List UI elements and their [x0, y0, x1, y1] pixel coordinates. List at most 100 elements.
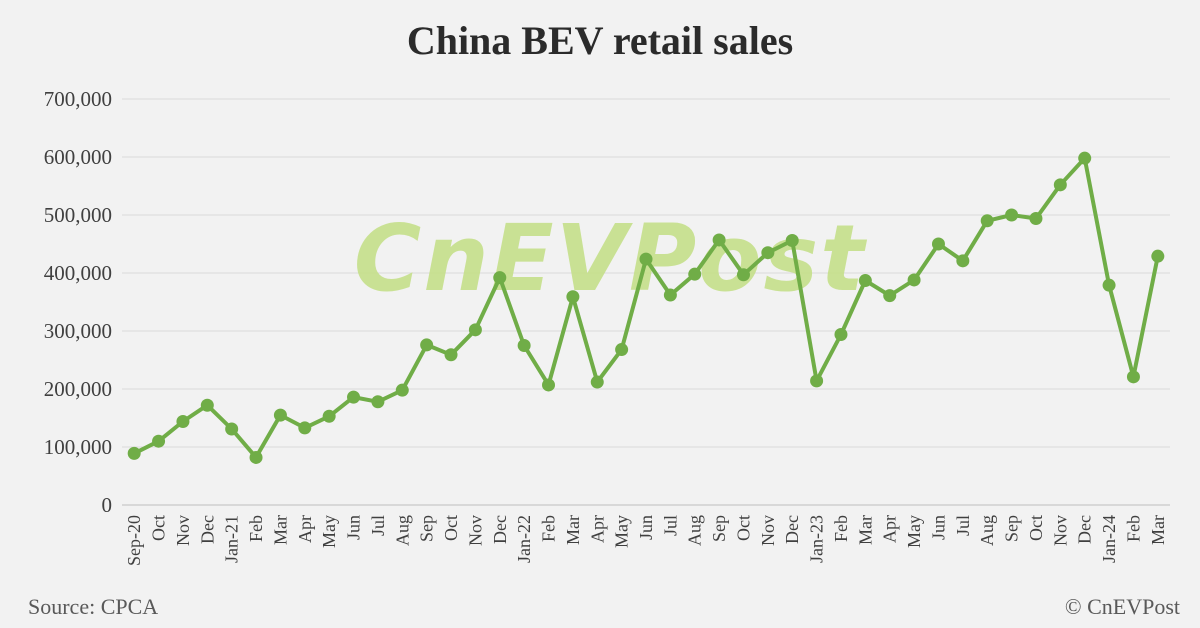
x-tick-label: Mar [270, 515, 290, 545]
data-point [493, 271, 507, 285]
x-tick-label: Apr [295, 515, 315, 543]
x-tick-label: Jan-22 [514, 515, 534, 563]
data-point [785, 234, 799, 248]
watermark: CnEVPost [354, 205, 867, 312]
x-tick-label: Oct [441, 515, 461, 541]
x-tick-label: Dec [1075, 515, 1095, 544]
data-point [858, 274, 872, 288]
y-tick-label: 500,000 [44, 203, 112, 227]
copyright-text: © CnEVPost [1065, 594, 1180, 619]
data-point [883, 289, 897, 303]
x-tick-label: Sep [1002, 515, 1022, 542]
data-point [615, 343, 629, 357]
x-tick-label: Sep [709, 515, 729, 542]
x-tick-label: Jun [636, 515, 656, 540]
y-tick-label: 600,000 [44, 145, 112, 169]
series [127, 151, 1165, 464]
x-tick-label: Nov [758, 515, 778, 546]
data-point [395, 383, 409, 397]
x-tick-label: Dec [490, 515, 510, 544]
data-point [249, 450, 263, 464]
x-tick-label: Jan-23 [807, 515, 827, 563]
x-tick-label: Sep [417, 515, 437, 542]
x-tick-label: Nov [1050, 515, 1070, 546]
data-point [1005, 208, 1019, 222]
watermark-text: CnEVPost [354, 205, 867, 312]
gridlines [122, 98, 1170, 448]
data-point [639, 252, 653, 266]
x-tick-label: Apr [880, 515, 900, 543]
data-point [322, 409, 336, 423]
x-tick-label: May [319, 515, 339, 548]
data-point [566, 290, 580, 304]
data-point [1126, 370, 1140, 384]
data-point [420, 338, 434, 352]
data-point [371, 395, 385, 409]
x-tick-label: Mar [1148, 515, 1168, 545]
data-point [542, 378, 556, 392]
data-point [347, 390, 361, 404]
data-point [956, 254, 970, 268]
data-point [980, 214, 994, 228]
data-point [298, 421, 312, 435]
x-tick-label: May [904, 515, 924, 548]
data-point [127, 446, 141, 460]
x-tick-label: Feb [539, 515, 559, 542]
data-point [444, 348, 458, 362]
x-tick-label: Feb [1123, 515, 1143, 542]
data-point [1078, 151, 1092, 165]
y-tick-label: 400,000 [44, 261, 112, 285]
x-tick-label: Jan-21 [222, 515, 242, 563]
data-point [176, 414, 190, 428]
data-point [761, 246, 775, 260]
data-point [200, 398, 214, 412]
source-text: Source: CPCA [28, 594, 158, 619]
data-point [688, 267, 702, 281]
x-tick-label: Sep-20 [124, 515, 144, 566]
data-point [1102, 278, 1116, 292]
y-tick-label: 100,000 [44, 435, 112, 459]
x-tick-label: May [612, 515, 632, 548]
data-point [468, 323, 482, 337]
x-tick-label: Oct [1026, 515, 1046, 541]
data-point [152, 434, 166, 448]
data-point [273, 408, 287, 422]
x-tick-label: Feb [831, 515, 851, 542]
data-point [736, 268, 750, 282]
x-tick-label: Aug [392, 515, 412, 546]
data-point [225, 422, 239, 436]
data-point [712, 233, 726, 247]
data-point [1053, 178, 1067, 192]
x-tick-label: Mar [563, 515, 583, 545]
x-tick-label: Aug [685, 515, 705, 546]
x-tick-label: Aug [977, 515, 997, 546]
x-tick-label: Jun [928, 515, 948, 540]
x-tick-label: Dec [197, 515, 217, 544]
y-tick-label: 0 [102, 493, 113, 517]
x-tick-label: Nov [465, 515, 485, 546]
x-tick-label: Jan-24 [1099, 515, 1119, 563]
x-tick-label: Jun [344, 515, 364, 540]
x-tick-label: Jul [368, 515, 388, 536]
data-point [1151, 249, 1165, 263]
data-point [590, 375, 604, 389]
chart-title: China BEV retail sales [407, 18, 793, 63]
data-point [517, 339, 531, 352]
x-tick-label: Jul [660, 515, 680, 536]
x-tick-label: Oct [733, 515, 753, 541]
x-tick-label: Oct [149, 515, 169, 541]
y-tick-label: 300,000 [44, 319, 112, 343]
data-point [810, 374, 824, 388]
x-tick-label: Feb [246, 515, 266, 542]
data-point [1029, 211, 1043, 225]
data-point [907, 273, 921, 287]
axes: 0 100,000 200,000 300,000 400,000 500,000 600,… [44, 87, 1170, 566]
y-tick-label: 700,000 [44, 87, 112, 111]
data-point [663, 288, 677, 302]
y-tick-label: 200,000 [44, 377, 112, 401]
x-tick-label: Apr [587, 515, 607, 543]
data-point [834, 327, 848, 341]
x-tick-label: Mar [855, 515, 875, 545]
